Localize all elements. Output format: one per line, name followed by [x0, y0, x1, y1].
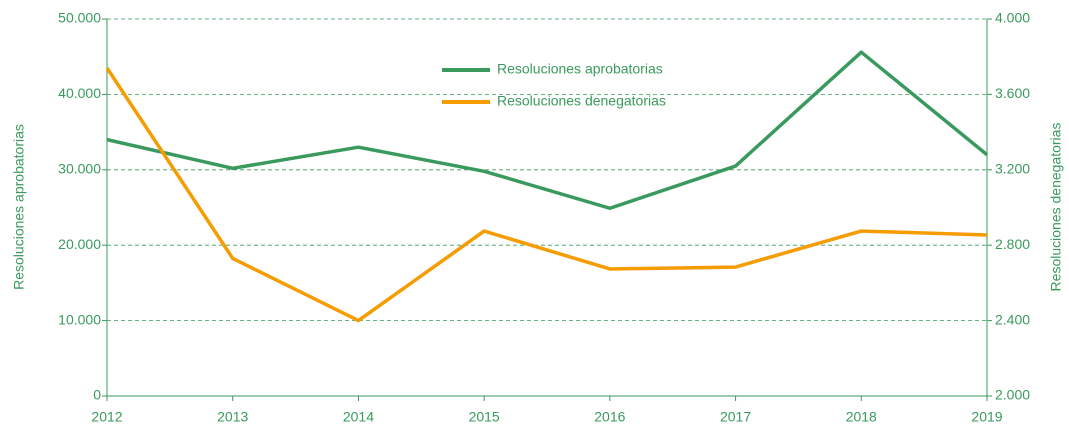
y-tick-label: 40.000	[58, 85, 101, 101]
x-tick-label: 2014	[343, 409, 374, 425]
y2-tick-label: 2.800	[995, 236, 1030, 252]
y-axis-label: Resoluciones aprobatorias	[11, 124, 27, 290]
y-tick-label: 10.000	[58, 311, 101, 327]
y-tick-label: 30.000	[58, 161, 101, 177]
y2-tick-label: 4.000	[995, 10, 1030, 26]
y2-tick-label: 2.400	[995, 311, 1030, 327]
legend-label: Resoluciones denegatorias	[497, 93, 666, 109]
legend-label: Resoluciones aprobatorias	[497, 61, 663, 77]
line-series	[106, 50, 989, 211]
y2-axis-label: Resoluciones denegatorias	[1048, 123, 1064, 292]
y-tick-label: 0	[93, 387, 101, 403]
x-tick-label: 2019	[971, 409, 1002, 425]
y-tick-label: 20.000	[58, 236, 101, 252]
x-tick-label: 2017	[720, 409, 751, 425]
x-tick-label: 2016	[594, 409, 625, 425]
y2-tick-label: 2.000	[995, 387, 1030, 403]
line-series	[105, 67, 988, 323]
y2-tick-label: 3.600	[995, 85, 1030, 101]
y2-tick-label: 3.200	[995, 161, 1030, 177]
y-tick-label: 50.000	[58, 10, 101, 26]
x-tick-label: 2013	[217, 409, 248, 425]
x-tick-label: 2012	[91, 409, 122, 425]
x-tick-label: 2018	[846, 409, 877, 425]
x-tick-label: 2015	[469, 409, 500, 425]
